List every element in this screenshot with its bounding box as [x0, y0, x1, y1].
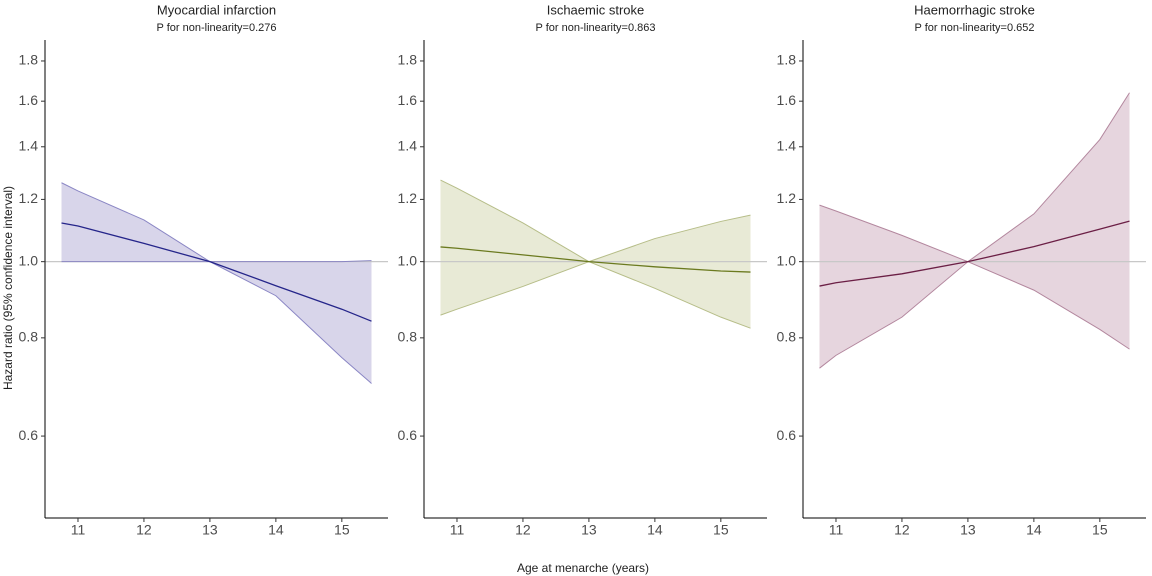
- x-tick-label: 13: [202, 522, 218, 538]
- y-tick-label: 1.2: [398, 190, 418, 206]
- y-tick-label: 1.2: [19, 190, 39, 206]
- y-tick-label: 0.6: [398, 427, 418, 443]
- confidence-band: [61, 182, 372, 384]
- panel-subtitle: P for non-linearity=0.652: [915, 22, 1035, 34]
- y-tick-label: 1.8: [398, 52, 418, 68]
- y-tick-label: 1.8: [19, 52, 39, 68]
- x-tick-label: 15: [334, 522, 350, 538]
- panel: Ischaemic stroke P for non-linearity=0.86…: [398, 2, 767, 538]
- x-tick-label: 12: [515, 522, 531, 538]
- x-tick-label: 13: [960, 522, 976, 538]
- estimate-line: [440, 246, 751, 273]
- y-tick-label: 1.0: [19, 252, 39, 268]
- x-tick-label: 11: [450, 522, 465, 538]
- confidence-band: [819, 92, 1130, 369]
- y-tick-label: 1.2: [777, 190, 797, 206]
- panel: Haemorrhagic stroke P for non-linearity=0…: [777, 2, 1146, 538]
- estimate-line: [819, 220, 1130, 287]
- x-tick-label: 15: [1092, 522, 1108, 538]
- y-tick-label: 1.6: [777, 92, 797, 108]
- panel-subtitle: P for non-linearity=0.276: [157, 22, 277, 34]
- y-tick-label: 1.0: [777, 252, 797, 268]
- y-tick-label: 0.6: [777, 427, 797, 443]
- y-tick-label: 1.6: [19, 92, 39, 108]
- panel: Myocardial infarction P for non-linearity…: [19, 2, 388, 538]
- panel-title: Haemorrhagic stroke: [914, 2, 1035, 17]
- y-tick-label: 1.8: [777, 52, 797, 68]
- x-tick-label: 13: [581, 522, 597, 538]
- x-tick-label: 14: [1026, 522, 1042, 538]
- x-tick-label: 11: [71, 522, 86, 538]
- y-tick-label: 0.8: [777, 329, 797, 345]
- confidence-band: [440, 180, 751, 329]
- y-tick-label: 1.6: [398, 92, 418, 108]
- y-tick-label: 0.8: [398, 329, 418, 345]
- y-tick-label: 1.4: [777, 137, 797, 153]
- y-tick-label: 1.4: [398, 137, 418, 153]
- y-axis-label: Hazard ratio (95% confidence interval): [1, 186, 15, 390]
- x-axis-label: Age at menarche (years): [517, 561, 649, 575]
- x-tick-label: 11: [829, 522, 844, 538]
- y-tick-label: 0.6: [19, 427, 39, 443]
- panel-title: Myocardial infarction: [157, 2, 276, 17]
- y-tick-label: 1.4: [19, 137, 39, 153]
- x-tick-label: 12: [136, 522, 152, 538]
- estimate-line: [61, 222, 372, 322]
- x-tick-label: 14: [647, 522, 663, 538]
- x-tick-label: 15: [713, 522, 729, 538]
- y-tick-label: 0.8: [19, 329, 39, 345]
- panel-subtitle: P for non-linearity=0.863: [536, 22, 656, 34]
- panel-title: Ischaemic stroke: [547, 2, 645, 17]
- y-tick-label: 1.0: [398, 252, 418, 268]
- x-tick-label: 12: [894, 522, 910, 538]
- x-tick-label: 14: [268, 522, 284, 538]
